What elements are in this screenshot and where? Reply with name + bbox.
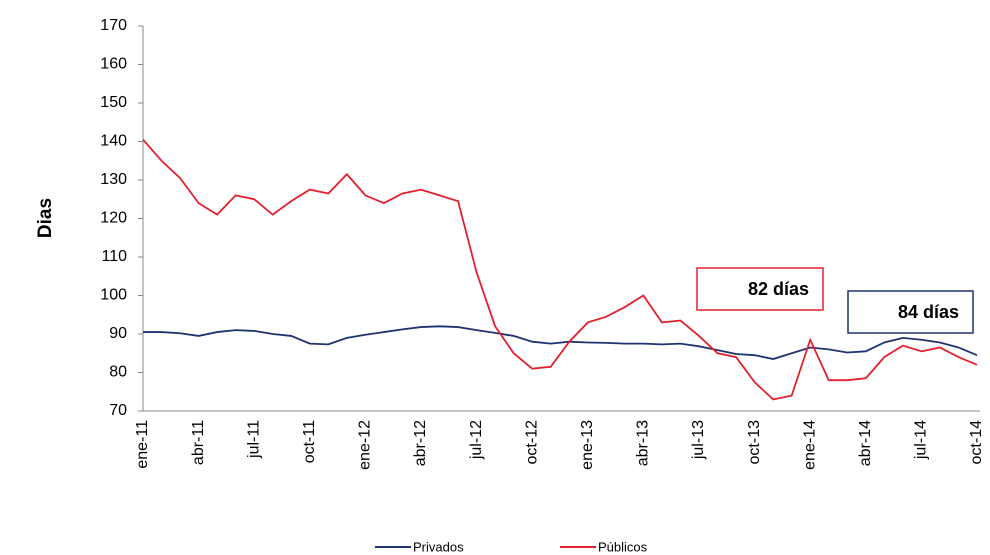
x-tick-label: oct-11	[301, 420, 318, 463]
x-tick-label: ene-12	[357, 420, 374, 470]
x-tick-label: ene-13	[579, 420, 596, 470]
series-line	[143, 325, 978, 360]
y-tick-label: 150	[100, 94, 127, 111]
y-tick-label: 90	[109, 325, 127, 342]
x-tick-label: jul-11	[245, 420, 262, 459]
x-tick-label: jul-13	[690, 420, 707, 460]
legend-label: Públicos	[598, 539, 648, 554]
x-tick-label: abr-12	[412, 420, 429, 466]
x-tick-label: oct-14	[968, 420, 985, 465]
y-tick-label: 140	[100, 133, 127, 150]
legend: Privados Públicos	[375, 539, 648, 554]
x-tick-label: jul-14	[913, 420, 930, 460]
x-tick-label: abr-14	[857, 420, 874, 466]
annotation-text: 84 días	[898, 302, 959, 322]
x-tick-label: abr-11	[190, 420, 207, 465]
y-tick-label: 70	[109, 402, 127, 419]
y-tick-label: 160	[100, 56, 127, 73]
x-tick-label: ene-14	[801, 420, 818, 470]
y-tick-label: 130	[100, 171, 127, 188]
y-tick-label: 120	[100, 210, 127, 227]
x-tick-label: oct-13	[746, 420, 763, 465]
series-line	[142, 138, 978, 401]
y-tick-label: 110	[101, 248, 127, 265]
y-axis-label: Dias	[35, 198, 56, 238]
annotation: 84 días	[847, 290, 974, 334]
annotation-text: 82 días	[748, 279, 809, 299]
legend-label: Privados	[413, 539, 464, 554]
y-tick-label: 80	[109, 364, 127, 381]
annotation-box	[696, 267, 824, 311]
annotation: 82 días	[696, 267, 824, 311]
y-tick-label: 100	[100, 287, 127, 304]
x-tick-label: jul-12	[468, 420, 485, 460]
x-tick-label: ene-11	[134, 420, 151, 469]
x-tick-label: abr-13	[635, 420, 652, 466]
annotation-box	[847, 290, 974, 334]
x-tick-label: oct-12	[523, 420, 540, 465]
y-tick-label: 170	[100, 17, 127, 34]
